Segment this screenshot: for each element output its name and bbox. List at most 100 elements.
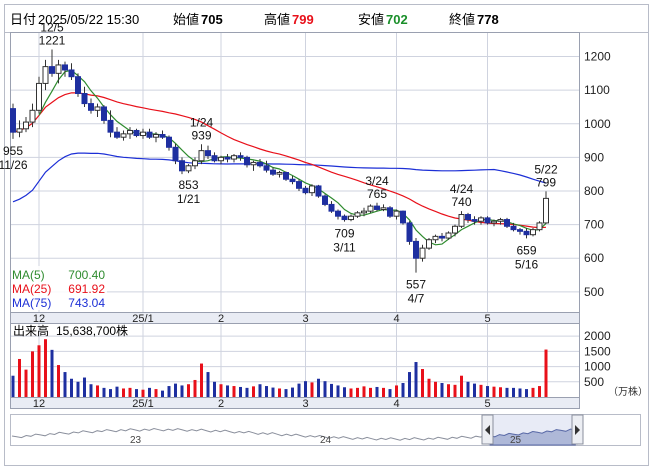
candle-up: [120, 133, 127, 138]
candle-down: [465, 214, 471, 221]
volume-bar: [271, 387, 275, 397]
volume-bar: [252, 386, 255, 397]
candle-down: [10, 108, 16, 133]
volume-bar: [362, 386, 366, 397]
volume-bar: [297, 383, 301, 397]
volume-bar: [453, 384, 457, 397]
volume-bar: [141, 389, 145, 397]
candle-up: [218, 156, 224, 162]
candle-up: [309, 185, 315, 194]
price-annotation-label: 11/26: [0, 158, 28, 172]
volume-bar: [473, 383, 476, 397]
candle-down: [107, 119, 114, 133]
price-x-tick-label: 4: [393, 313, 399, 325]
price-y-tick-label: 1200: [584, 50, 611, 64]
volume-bar: [44, 339, 47, 397]
price-annotation-label: 3/11: [333, 241, 356, 255]
volume-bar: [440, 383, 444, 397]
candle-up: [153, 134, 159, 138]
volume-x-tick-label: 12: [33, 398, 45, 410]
volume-grid: [11, 324, 579, 397]
price-x-tick-label: 5: [484, 313, 490, 325]
volume-bar: [232, 386, 236, 397]
candle-up: [42, 66, 49, 84]
volume-bar: [369, 387, 372, 397]
volume-bar: [226, 385, 229, 397]
price-high-value-label: 1221: [39, 33, 66, 47]
volume-bar: [76, 381, 80, 397]
candle-down: [224, 156, 231, 160]
candle-down: [68, 69, 75, 78]
volume-bar: [109, 389, 112, 397]
price-y-tick-label: 800: [584, 184, 604, 198]
volume-bar: [304, 381, 307, 397]
price-y-tick-label: 900: [584, 150, 604, 164]
price-x-tick-label: 25/1: [132, 313, 153, 325]
price-plot-area: [10, 32, 580, 313]
volume-bar: [265, 386, 268, 397]
volume-bar: [401, 383, 405, 397]
date-label: 日付: [10, 12, 36, 27]
candle-down: [387, 207, 393, 217]
volume-bar: [219, 384, 223, 397]
volume-bar: [96, 385, 99, 397]
price-x-tick-label: 2: [218, 313, 224, 325]
ma75-legend-label: MA(75): [12, 296, 51, 310]
volume-bar: [505, 387, 509, 397]
candle-up: [192, 160, 198, 167]
volume-bar: [89, 384, 93, 397]
candle-down: [146, 131, 153, 138]
candle-up: [276, 172, 283, 175]
price-x-tick-label: 12: [33, 313, 45, 325]
range-navigator[interactable]: 23 24 25: [10, 414, 641, 447]
low-label: 安値: [358, 12, 384, 27]
ma75-legend-value: 743.04: [68, 296, 105, 310]
volume-bar: [421, 369, 424, 397]
volume-bar: [323, 381, 327, 397]
candle-up: [185, 165, 192, 172]
volume-unit: （万株）: [608, 385, 648, 398]
ma75-line: [12, 152, 547, 203]
price-annotation-label: 5/22: [534, 162, 558, 176]
ma5-legend-label: MA(5): [12, 268, 45, 282]
price-y-tick-label: 1000: [584, 117, 611, 131]
volume-bar: [388, 389, 392, 397]
price-annotation-label: 853: [178, 178, 198, 192]
volume-bar: [245, 387, 249, 397]
volume-bar: [206, 372, 210, 397]
volume-bar: [512, 387, 515, 397]
candle-down: [523, 230, 530, 236]
ma25-legend-label: MA(25): [12, 282, 51, 296]
candle-down: [133, 129, 140, 137]
navigator-year-25: 25: [510, 435, 522, 446]
volume-bar: [492, 386, 496, 397]
candle-down: [62, 64, 68, 71]
candle-up: [478, 217, 484, 222]
candle-up: [380, 207, 387, 210]
price-high-value-label: 939: [191, 128, 211, 142]
candle-down: [406, 222, 413, 242]
volume-value: 15,638,700株: [56, 323, 128, 338]
volume-bar: [239, 386, 242, 397]
navigator-left-handle[interactable]: [481, 414, 494, 445]
candle-down: [517, 229, 523, 232]
volume-bar: [115, 386, 119, 397]
volume-x-tick-label: 5: [484, 398, 490, 410]
price-annotation-label: 659: [516, 243, 536, 257]
candle-down: [400, 210, 406, 224]
volume-bar: [538, 386, 541, 397]
price-annotation-label: 5/16: [515, 257, 539, 271]
volume-bar: [83, 377, 86, 397]
candle-down: [270, 169, 276, 175]
navigator-right-handle[interactable]: [571, 414, 584, 445]
candle-up: [354, 212, 361, 217]
volume-bar: [414, 362, 418, 397]
candle-down: [296, 181, 302, 189]
volume-bar: [57, 365, 60, 397]
volume-bar: [187, 384, 190, 397]
volume-bar: [128, 387, 132, 397]
candle-down: [75, 76, 81, 95]
price-panel: 500 600 700 800 900 1000 1100 1200 12/5 95511/26…: [0, 20, 611, 313]
candle-up: [348, 215, 354, 221]
ma5-legend-value: 700.40: [68, 268, 105, 282]
